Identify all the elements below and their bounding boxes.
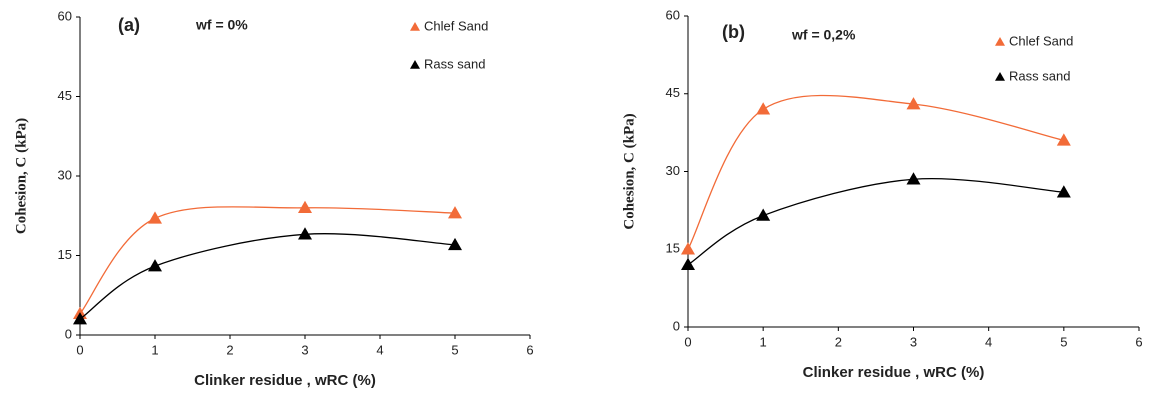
y-tick-label: 15 xyxy=(58,247,72,262)
y-tick-label: 45 xyxy=(58,88,72,103)
marker xyxy=(1056,133,1071,146)
marker xyxy=(298,200,312,214)
marker xyxy=(681,257,695,271)
marker xyxy=(148,211,162,224)
trend-line xyxy=(687,94,1064,250)
marker xyxy=(448,237,462,251)
x-tick-label: 0 xyxy=(76,342,83,357)
x-tick-label: 3 xyxy=(910,334,917,349)
x-tick-label: 4 xyxy=(376,342,383,357)
marker xyxy=(906,97,921,110)
y-tick-label: 45 xyxy=(666,85,680,100)
y-tick-label: 0 xyxy=(65,326,72,341)
annotation: (b) xyxy=(722,22,745,42)
legend-label: Rass sand xyxy=(424,56,485,71)
x-tick-label: 3 xyxy=(301,342,308,357)
marker xyxy=(1056,185,1071,198)
trend-line xyxy=(79,233,456,320)
y-axis-label: Cohesion, C (kPa) xyxy=(621,113,637,229)
marker xyxy=(73,312,87,325)
marker xyxy=(681,242,695,255)
legend-marker xyxy=(410,60,420,69)
marker xyxy=(148,259,162,272)
x-tick-label: 5 xyxy=(451,342,458,357)
marker xyxy=(906,172,921,185)
legend-marker xyxy=(995,37,1005,46)
marker xyxy=(298,227,312,240)
x-tick-label: 1 xyxy=(760,334,767,349)
legend-label: Chlef Sand xyxy=(424,18,488,33)
x-tick-label: 6 xyxy=(1135,334,1142,349)
x-tick-label: 2 xyxy=(835,334,842,349)
annotation: wf = 0% xyxy=(195,17,248,33)
x-axis-label: Clinker residue , wRC (%) xyxy=(803,364,985,381)
x-tick-label: 2 xyxy=(226,342,233,357)
y-tick-label: 30 xyxy=(58,167,72,182)
x-tick-label: 4 xyxy=(985,334,992,349)
x-tick-label: 5 xyxy=(1060,334,1067,349)
y-tick-label: 60 xyxy=(666,7,680,22)
annotation: wf = 0,2% xyxy=(791,27,856,43)
y-tick-label: 15 xyxy=(666,241,680,256)
legend-label: Chlef Sand xyxy=(1009,33,1073,48)
marker xyxy=(448,206,462,219)
legend-label: Rass sand xyxy=(1009,68,1070,83)
y-tick-label: 0 xyxy=(673,318,680,333)
x-tick-label: 0 xyxy=(684,334,691,349)
annotation: (a) xyxy=(118,15,140,35)
x-tick-label: 1 xyxy=(151,342,158,357)
legend-marker xyxy=(410,22,420,31)
trend-line xyxy=(79,206,456,315)
x-tick-label: 6 xyxy=(526,342,533,357)
trend-line xyxy=(687,178,1064,266)
y-tick-label: 60 xyxy=(58,8,72,23)
marker xyxy=(756,208,771,221)
x-axis-label: Clinker residue , wRC (%) xyxy=(194,372,376,389)
marker xyxy=(756,102,771,115)
y-tick-label: 30 xyxy=(666,163,680,178)
legend-marker xyxy=(995,72,1005,81)
y-axis-label: Cohesion, C (kPa) xyxy=(13,118,29,234)
